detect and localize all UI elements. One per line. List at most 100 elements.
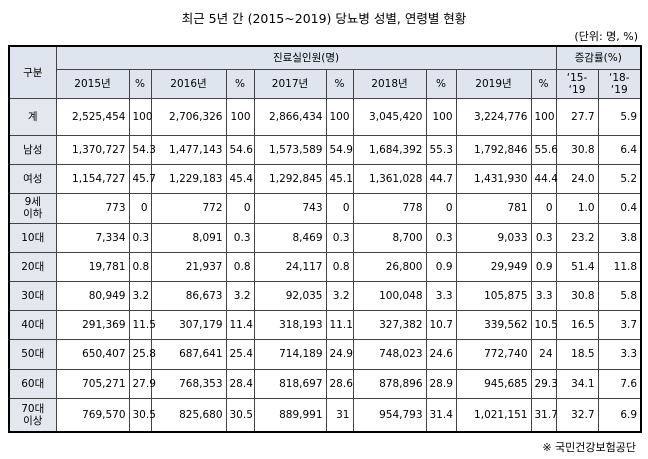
- row-label: 10대: [8, 222, 57, 253]
- cell: 0: [325, 193, 354, 224]
- header-cell: 증감률(%): [555, 45, 642, 70]
- cell: 1,229,183: [150, 164, 227, 195]
- cell: 1,431,930: [455, 164, 532, 195]
- cell: 10.5: [530, 310, 558, 341]
- cell: 100: [128, 98, 153, 136]
- cell: 18.5: [555, 339, 599, 370]
- cell: 318,193: [253, 310, 327, 341]
- cell: 30.8: [555, 280, 599, 312]
- cell: 28.6: [325, 368, 354, 399]
- cell: 772,740: [455, 339, 532, 370]
- cell: 100: [530, 98, 557, 136]
- cell: 27.7: [555, 98, 599, 136]
- header-cell: %: [225, 69, 255, 99]
- header-cell: 2015년: [55, 69, 130, 99]
- cell: 24: [530, 339, 557, 370]
- cell: 28.9: [425, 368, 457, 399]
- table-row: 여성 1,154,727 45.7 1,229,183 45.4 1,292,845 45.…: [8, 164, 642, 195]
- cell: 11.1: [325, 310, 354, 341]
- cell: 54.6: [225, 134, 255, 166]
- cell: 54.9: [325, 134, 354, 166]
- cell: 0.8: [325, 251, 354, 282]
- cell: 768,353: [150, 368, 227, 399]
- cell: 0.3: [325, 222, 354, 253]
- cell: 339,562: [455, 310, 532, 341]
- cell: 7.6: [597, 368, 642, 399]
- cell: 8,469: [253, 222, 327, 253]
- cell: 29,949: [455, 251, 532, 282]
- cell: 25.8: [128, 339, 156, 370]
- cell: 2,866,434: [253, 98, 327, 136]
- cell: 818,697: [253, 368, 327, 399]
- cell: 10.7: [425, 310, 457, 341]
- cell: 1.0: [555, 193, 599, 224]
- cell: 0.8: [225, 251, 255, 282]
- cell: 100,048: [352, 280, 427, 312]
- cell: 11.8: [597, 251, 642, 282]
- cell: 30.8: [555, 134, 599, 166]
- cell: 92,035: [253, 280, 327, 312]
- cell: 5.9: [597, 98, 642, 136]
- cell: 24.6: [425, 339, 457, 370]
- cell: 44.4: [530, 164, 558, 195]
- header-cell: 2018년: [352, 69, 427, 99]
- cell: 51.4: [555, 251, 599, 282]
- cell: 21,937: [150, 251, 227, 282]
- cell: 31.7: [530, 397, 558, 433]
- cell: 31: [325, 397, 354, 433]
- cell: 44.7: [425, 164, 457, 195]
- cell: 769,570: [55, 397, 130, 433]
- cell: 705,271: [55, 368, 130, 399]
- cell: 32.7: [555, 397, 599, 433]
- cell: 105,875: [455, 280, 532, 312]
- cell: 687,641: [150, 339, 227, 370]
- row-label: 70대 이상: [8, 397, 57, 433]
- row-label: 9세 이하: [8, 193, 57, 224]
- cell: 26,800: [352, 251, 427, 282]
- cell: 19,781: [55, 251, 130, 282]
- cell: 2,525,454: [55, 98, 130, 136]
- row-label: 40대: [8, 310, 57, 341]
- cell: 3.3: [597, 339, 642, 370]
- table-head: 구분 진료실인원(명) 증감률(%) 2015년% 2016년% 2017년% 201…: [8, 45, 642, 99]
- table-row: 50대 650,407 25.8 687,641 25.4 714,189 24.9 748,…: [8, 339, 642, 370]
- cell: 11.4: [225, 310, 255, 341]
- row-label: 30대: [8, 280, 57, 312]
- cell: 1,477,143: [150, 134, 227, 166]
- header-row: 2015년% 2016년% 2017년% 2018년% 2019년% ‘15- ‘19 ‘1…: [9, 69, 642, 99]
- header-cell: 구분: [8, 45, 57, 99]
- cell: 778: [352, 193, 427, 224]
- cell: 28.4: [225, 368, 255, 399]
- table-row: 20대 19,781 0.8 21,937 0.8 24,117 0.8 26,800 0.9 2…: [8, 251, 642, 282]
- cell: 45.4: [225, 164, 255, 195]
- header-cell: %: [530, 69, 557, 99]
- cell: 291,369: [55, 310, 130, 341]
- cell: 1,792,846: [455, 134, 532, 166]
- table-row: 10대 7,334 0.3 8,091 0.3 8,469 0.3 8,700 0.3 9,033…: [8, 222, 642, 253]
- cell: 0.9: [530, 251, 557, 282]
- cell: 0.3: [425, 222, 457, 253]
- cell: 0.9: [425, 251, 457, 282]
- header-cell: %: [128, 69, 152, 99]
- cell: 8,700: [352, 222, 427, 253]
- cell: 24,117: [253, 251, 327, 282]
- header-cell: ‘18- ‘19: [597, 69, 642, 99]
- cell: 1,154,727: [55, 164, 130, 195]
- cell: 23.2: [555, 222, 599, 253]
- cell: 889,991: [253, 397, 327, 433]
- cell: 9,033: [455, 222, 532, 253]
- cell: 45.7: [128, 164, 156, 195]
- row-label: 남성: [8, 134, 57, 166]
- cell: 772: [150, 193, 227, 224]
- table-row: 30대 80,949 3.2 86,673 3.2 92,035 3.2 100,048 3.3…: [8, 280, 642, 312]
- header-cell: %: [425, 69, 457, 99]
- row-label: 50대: [8, 339, 57, 370]
- cell: 29.3: [530, 368, 558, 399]
- cell: 650,407: [55, 339, 130, 370]
- table-row: 60대 705,271 27.9 768,353 28.4 818,697 28.6 878,…: [8, 368, 642, 399]
- header-cell: 2019년: [455, 69, 532, 99]
- table-body: 계 2,525,454 100 2,706,326 100 2,866,434 100 3,0…: [8, 98, 642, 433]
- cell: 878,896: [352, 368, 427, 399]
- cell: 3.2: [225, 280, 255, 312]
- header-cell: ‘15- ‘19: [555, 69, 599, 99]
